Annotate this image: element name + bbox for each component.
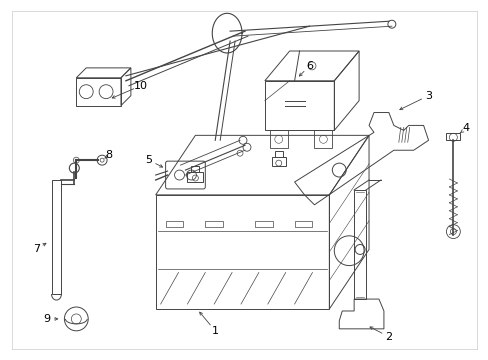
Text: 4: 4 <box>462 123 469 134</box>
Bar <box>165 221 183 227</box>
Bar <box>353 190 366 299</box>
Bar <box>187 172 203 182</box>
Bar <box>191 166 199 172</box>
Bar <box>294 221 312 227</box>
Text: 1: 1 <box>211 326 218 336</box>
Text: 6: 6 <box>305 61 312 71</box>
Text: 8: 8 <box>105 150 112 160</box>
Bar <box>264 81 334 130</box>
Bar <box>269 130 287 148</box>
Bar <box>155 195 328 309</box>
Bar <box>314 130 332 148</box>
Bar <box>51 180 61 294</box>
Bar <box>76 78 121 105</box>
Text: 2: 2 <box>385 332 392 342</box>
Bar <box>446 133 459 140</box>
Text: 5: 5 <box>145 155 152 165</box>
Text: 3: 3 <box>424 91 431 101</box>
Text: 10: 10 <box>134 81 147 91</box>
Bar <box>205 221 223 227</box>
Bar <box>274 151 282 157</box>
Bar <box>271 157 285 166</box>
Bar <box>254 221 272 227</box>
Text: 7: 7 <box>33 244 40 255</box>
Text: 9: 9 <box>43 314 50 324</box>
